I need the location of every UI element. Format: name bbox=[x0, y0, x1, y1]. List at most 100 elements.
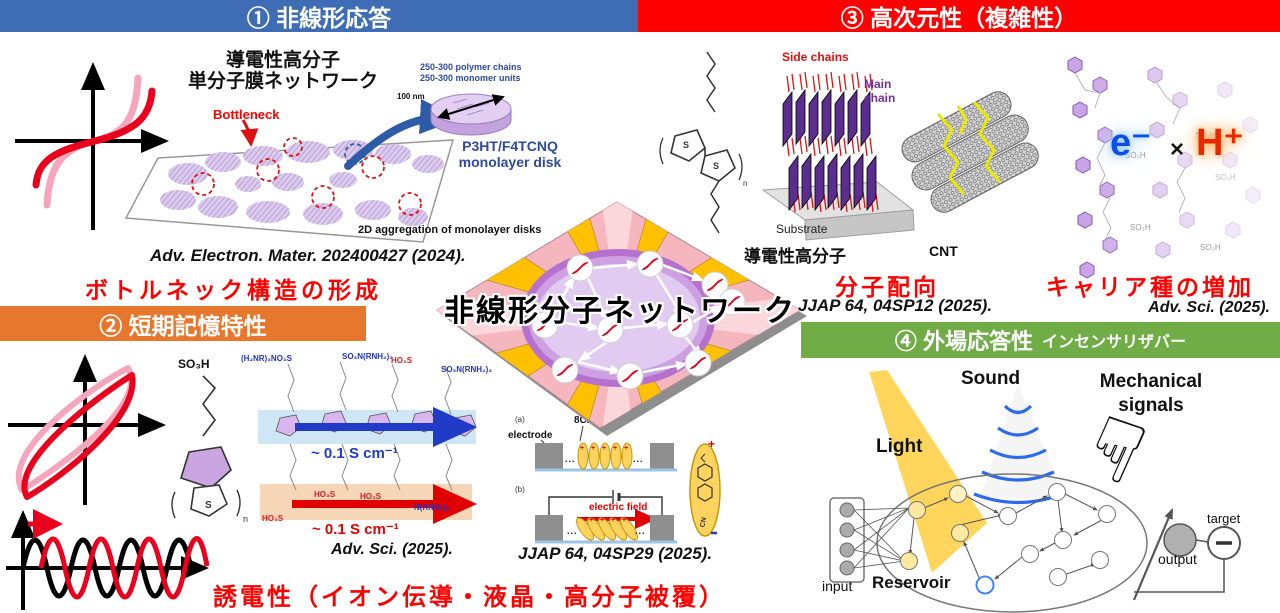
dots-b-left: ... bbox=[567, 526, 578, 536]
monolayer-disk-image bbox=[430, 93, 512, 136]
electrode-b-left bbox=[535, 515, 563, 541]
svg-text:SO₃H: SO₃H bbox=[1195, 131, 1216, 140]
section3-header: ③ 高次元性（複雑性） bbox=[638, 0, 1280, 32]
disk-stats-line2: 250-300 monomer units bbox=[420, 73, 521, 84]
light-label: Light bbox=[876, 436, 923, 457]
thiophene-ring-2 bbox=[700, 149, 736, 182]
cnt-yellow-wrappers bbox=[936, 101, 1002, 195]
section2-header: ② 短期記憶特性 bbox=[0, 306, 366, 341]
dots-b-right: ... bbox=[635, 526, 646, 536]
section4-header: ④ 外場応答性 インセンサリザバー bbox=[801, 322, 1280, 358]
biphenyl-ring-1 bbox=[697, 463, 713, 482]
disk-caption: P3HT/F4TCNQ monolayer disk bbox=[445, 138, 575, 170]
polymer-chain-links bbox=[1074, 72, 1186, 241]
chem-label-3: HO₃S bbox=[391, 356, 413, 365]
electron-label: e⁻ bbox=[1110, 122, 1152, 164]
thiophene-ring-1 bbox=[670, 129, 706, 162]
svg-text:+: + bbox=[591, 445, 595, 452]
ion-citation: Adv. Sci. (2025). bbox=[331, 541, 453, 558]
sulfur-atom-1: S bbox=[683, 140, 689, 150]
chem-label-2: SO₃N(RNH₂)₃ bbox=[342, 352, 393, 361]
svg-text:SO₃H: SO₃H bbox=[1125, 151, 1146, 160]
readout-arrow bbox=[1132, 507, 1174, 601]
main-chain-sheets bbox=[782, 89, 877, 211]
svg-text:+: + bbox=[589, 517, 593, 524]
alkyl-chain bbox=[202, 375, 217, 437]
bottleneck-markers bbox=[191, 137, 422, 216]
svg-text:SO₃H: SO₃H bbox=[1215, 173, 1236, 182]
chem-label-1: (H₂NR)₃NO₃S bbox=[241, 354, 292, 363]
circuit-wire-right bbox=[620, 496, 663, 515]
p3ht-structure: S S n bbox=[659, 51, 747, 234]
monolayer-network-title-line2: 単分子膜ネットワーク bbox=[187, 71, 378, 93]
orientation-citation: JJAP 64, 04SP12 (2025). bbox=[798, 296, 993, 315]
sulfur-atom-2: S bbox=[713, 161, 719, 171]
electrode-label: electrode bbox=[508, 430, 553, 441]
section1-header-label: ① 非線形応答 bbox=[246, 5, 392, 31]
reservoir-links bbox=[908, 493, 1103, 581]
main-chain-label-line1: Main bbox=[864, 77, 892, 91]
cn-group-label: CN bbox=[699, 517, 708, 528]
input-connections bbox=[853, 507, 910, 569]
pink-hysteresis-loop bbox=[16, 365, 134, 493]
svg-text:+: + bbox=[611, 517, 615, 524]
network-nodes bbox=[531, 250, 746, 390]
disk-caption-line2: monolayer disk bbox=[458, 154, 562, 171]
chem-label-8: HO₃S bbox=[262, 514, 284, 523]
reservoir-label: Reservoir bbox=[872, 573, 951, 592]
bottleneck-label: Bottleneck bbox=[213, 107, 280, 122]
mechanical-signals-label: Mechanical signals bbox=[1081, 370, 1221, 418]
proton-label: H⁺ bbox=[1196, 122, 1244, 164]
cnt-image bbox=[901, 91, 1039, 213]
proton-conductivity-label: ~ 0.1 S cm⁻¹ bbox=[312, 521, 399, 538]
polymer-disk-blobs bbox=[160, 140, 444, 226]
sulfur-atom: S bbox=[205, 500, 212, 511]
lc-molecule-zoom bbox=[689, 443, 721, 537]
monolayer-network-title: 導電性高分子 単分子膜ネットワーク bbox=[178, 50, 388, 93]
repeat-subscript-p3ht: n bbox=[743, 179, 747, 188]
zoom-plus-mark: + bbox=[708, 437, 715, 451]
network-region-inner bbox=[536, 264, 700, 372]
light-beam bbox=[869, 370, 987, 573]
carrier-highlight: キャリア種の増加 bbox=[1046, 274, 1254, 300]
chem-label-6: HO₃S bbox=[360, 492, 382, 501]
main-chain-label-line2: chain bbox=[864, 90, 896, 105]
sound-cone bbox=[980, 383, 1064, 498]
lc-molecules-b bbox=[575, 517, 639, 541]
svg-text:+: + bbox=[602, 445, 606, 452]
aggregation-caption: 2D aggregation of monolayer disks bbox=[358, 224, 542, 236]
reservoir-node-highlighted bbox=[975, 575, 995, 595]
lc-molecules-a bbox=[577, 442, 633, 470]
chem-label-4: SO₃N(RNH₂)₃ bbox=[441, 365, 492, 374]
biphenyl-ring-2 bbox=[697, 483, 713, 502]
svg-text:+: + bbox=[624, 445, 628, 452]
orientation-highlight: 分子配向 bbox=[835, 274, 939, 300]
device-image bbox=[436, 201, 807, 436]
mechanical-signals-line2: signals bbox=[1118, 394, 1184, 416]
times-mark: × bbox=[1170, 136, 1185, 163]
electrode-a-right bbox=[650, 443, 674, 469]
lc-plus-marks-a: + + + + + bbox=[580, 445, 628, 452]
dioxine-ring bbox=[180, 446, 232, 489]
conductive-polymer-label: 導電性高分子 bbox=[744, 247, 846, 266]
section2-highlight: 誘電性（イオン伝導・液晶・高分子被覆） bbox=[213, 584, 726, 611]
section1-citation: Adv. Electron. Mater. 202400427 (2024). bbox=[150, 246, 466, 265]
section4-header-sublabel: インセンサリザバー bbox=[1042, 334, 1187, 351]
shifted-sine-wave bbox=[38, 536, 210, 600]
carrier-citation: Adv. Sci. (2025). bbox=[1148, 299, 1270, 316]
input-nodes bbox=[839, 502, 855, 576]
sound-label: Sound bbox=[961, 368, 1021, 389]
disk-diameter-arrow bbox=[437, 94, 505, 120]
electron-conductivity-label: ~ 0.1 S cm⁻¹ bbox=[311, 445, 398, 462]
svg-text:+: + bbox=[600, 517, 604, 524]
input-node-box bbox=[829, 497, 865, 583]
lc-plus-marks-b: + + + + bbox=[589, 517, 626, 524]
feedback-line bbox=[1134, 559, 1225, 593]
main-chain-label: Main chain bbox=[864, 77, 896, 106]
nonlinear-curve-plot bbox=[15, 62, 169, 230]
sine-wave-plot bbox=[6, 509, 210, 610]
lc-citation: JJAP 64, 04SP29 (2025). bbox=[518, 544, 713, 563]
svg-text:+: + bbox=[622, 517, 626, 524]
panel-a-label: (a) bbox=[515, 415, 525, 424]
svg-text:+: + bbox=[613, 445, 617, 452]
